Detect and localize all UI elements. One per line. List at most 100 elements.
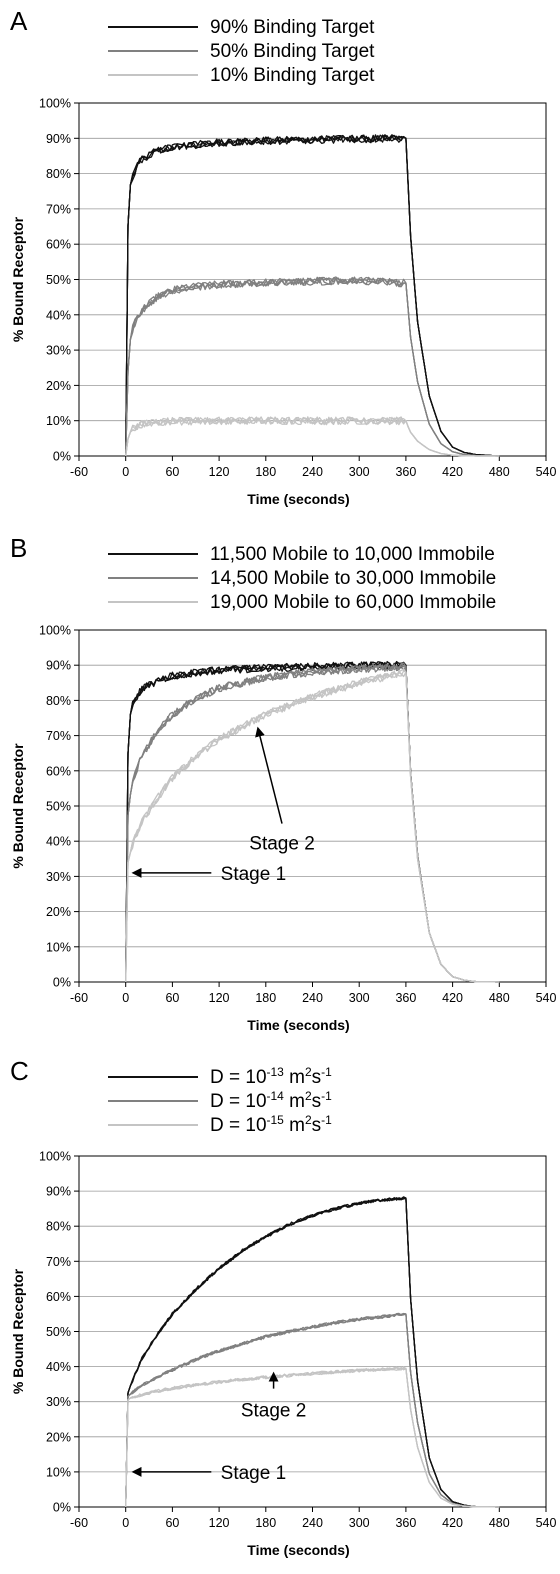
chart-panel-c: C 0% 10% 20% 30% 40% 50% 60% 70% 80% 90% 100% -60 0 60… — [10, 1056, 556, 1558]
panel-label: B — [10, 533, 27, 563]
x-tick-label: 60 — [165, 991, 179, 1005]
series-line-2 — [125, 1313, 500, 1508]
annotation-label: Stage 1 — [221, 1463, 287, 1484]
x-tick-label: 540 — [536, 991, 557, 1005]
x-tick-label: 480 — [489, 465, 510, 479]
y-tick-label: 30% — [46, 1395, 71, 1409]
y-tick-label: 80% — [46, 694, 71, 708]
x-tick-label: 360 — [395, 991, 416, 1005]
y-tick-label: 50% — [46, 273, 71, 287]
y-tick-label: 40% — [46, 835, 71, 849]
annotation-label: Stage 1 — [221, 864, 287, 885]
x-tick-label: 240 — [302, 465, 323, 479]
chart-panel-a: A 0% 10% 20% 30% 40% 50% 60% 70% 80% 90% 100% -60 0 60… — [10, 6, 556, 507]
panel-label: A — [10, 6, 28, 36]
y-tick-label: 90% — [46, 1185, 71, 1199]
y-tick-label: 20% — [46, 905, 71, 919]
x-tick-label: -60 — [70, 1516, 88, 1530]
series-line-3 — [125, 1366, 500, 1508]
x-tick-label: -60 — [70, 465, 88, 479]
x-tick-label: 180 — [255, 465, 276, 479]
x-tick-label: 120 — [209, 991, 230, 1005]
series-line-2 — [125, 664, 500, 983]
x-tick-label: -60 — [70, 991, 88, 1005]
annotation-arrow — [255, 726, 283, 824]
y-tick-label: 60% — [46, 1290, 71, 1304]
y-tick-label: 10% — [46, 1465, 71, 1479]
y-tick-label: 100% — [39, 97, 71, 111]
y-tick-label: 80% — [46, 167, 71, 181]
legend-label: D = 10-14 m2s-1 — [210, 1089, 332, 1112]
series-line-1 — [125, 134, 500, 457]
series-line-2 — [125, 662, 500, 983]
plot-frame — [78, 102, 547, 457]
series-line-3 — [125, 416, 500, 457]
y-tick-label: 40% — [46, 1360, 71, 1374]
x-tick-label: 300 — [349, 465, 370, 479]
annotation-label: Stage 2 — [241, 1401, 307, 1422]
series-line-3 — [125, 1367, 500, 1508]
x-tick-label: 180 — [255, 991, 276, 1005]
chart-panel-b: B 0% 10% 20% 30% 40% 50% 60% 70% 80% 90% 100% -60 0 60… — [10, 533, 556, 1033]
x-tick-label: 540 — [536, 465, 557, 479]
y-tick-label: 20% — [46, 1430, 71, 1444]
y-tick-label: 70% — [46, 1255, 71, 1269]
y-tick-label: 80% — [46, 1220, 71, 1234]
y-tick-label: 50% — [46, 1325, 71, 1339]
legend-label: D = 10-15 m2s-1 — [210, 1113, 332, 1136]
y-tick-label: 40% — [46, 308, 71, 322]
y-tick-label: 60% — [46, 238, 71, 252]
x-tick-label: 240 — [302, 991, 323, 1005]
series-line-2 — [125, 1312, 500, 1508]
y-tick-label: 0% — [53, 1501, 71, 1515]
x-tick-label: 0 — [122, 991, 129, 1005]
x-tick-label: 420 — [442, 465, 463, 479]
panel-label: C — [10, 1056, 29, 1086]
x-axis-title: Time (seconds) — [247, 1542, 349, 1558]
legend-label: 90% Binding Target — [210, 17, 375, 38]
x-tick-label: 0 — [122, 1516, 129, 1530]
x-tick-label: 420 — [442, 991, 463, 1005]
plot-frame — [78, 629, 547, 983]
series-line-3 — [125, 670, 500, 983]
y-tick-label: 70% — [46, 729, 71, 743]
series-line-2 — [125, 276, 500, 457]
x-tick-label: 120 — [209, 465, 230, 479]
legend-label: 19,000 Mobile to 60,000 Immobile — [210, 592, 496, 613]
x-tick-label: 300 — [349, 991, 370, 1005]
plot-frame — [78, 1155, 547, 1508]
y-tick-label: 30% — [46, 344, 71, 358]
y-tick-label: 100% — [39, 624, 71, 638]
y-tick-label: 50% — [46, 800, 71, 814]
x-axis-title: Time (seconds) — [247, 491, 349, 507]
x-tick-label: 180 — [255, 1516, 276, 1530]
y-tick-label: 100% — [39, 1150, 71, 1164]
x-tick-label: 480 — [489, 991, 510, 1005]
y-tick-label: 10% — [46, 940, 71, 954]
legend-label: 10% Binding Target — [210, 65, 375, 86]
x-tick-label: 300 — [349, 1516, 370, 1530]
series-line-2 — [125, 276, 500, 457]
series-line-3 — [125, 669, 500, 983]
series-line-1 — [125, 134, 500, 457]
y-axis-title: % Bound Receptor — [10, 1268, 26, 1394]
series-line-2 — [125, 276, 500, 457]
y-tick-label: 10% — [46, 414, 71, 428]
series-line-3 — [125, 671, 500, 983]
x-tick-label: 540 — [536, 1516, 557, 1530]
series-line-1 — [125, 1197, 500, 1508]
x-axis-title: Time (seconds) — [247, 1017, 349, 1033]
annotation-label: Stage 2 — [249, 834, 315, 855]
y-tick-label: 20% — [46, 379, 71, 393]
series-line-1 — [125, 134, 500, 457]
series-line-1 — [125, 1196, 500, 1508]
y-axis-title: % Bound Receptor — [10, 216, 26, 342]
legend-label: 14,500 Mobile to 30,000 Immobile — [210, 568, 496, 589]
series-line-2 — [125, 1313, 500, 1508]
y-tick-label: 70% — [46, 202, 71, 216]
x-tick-label: 360 — [395, 465, 416, 479]
x-tick-label: 120 — [209, 1516, 230, 1530]
x-tick-label: 480 — [489, 1516, 510, 1530]
series-line-1 — [125, 134, 500, 457]
